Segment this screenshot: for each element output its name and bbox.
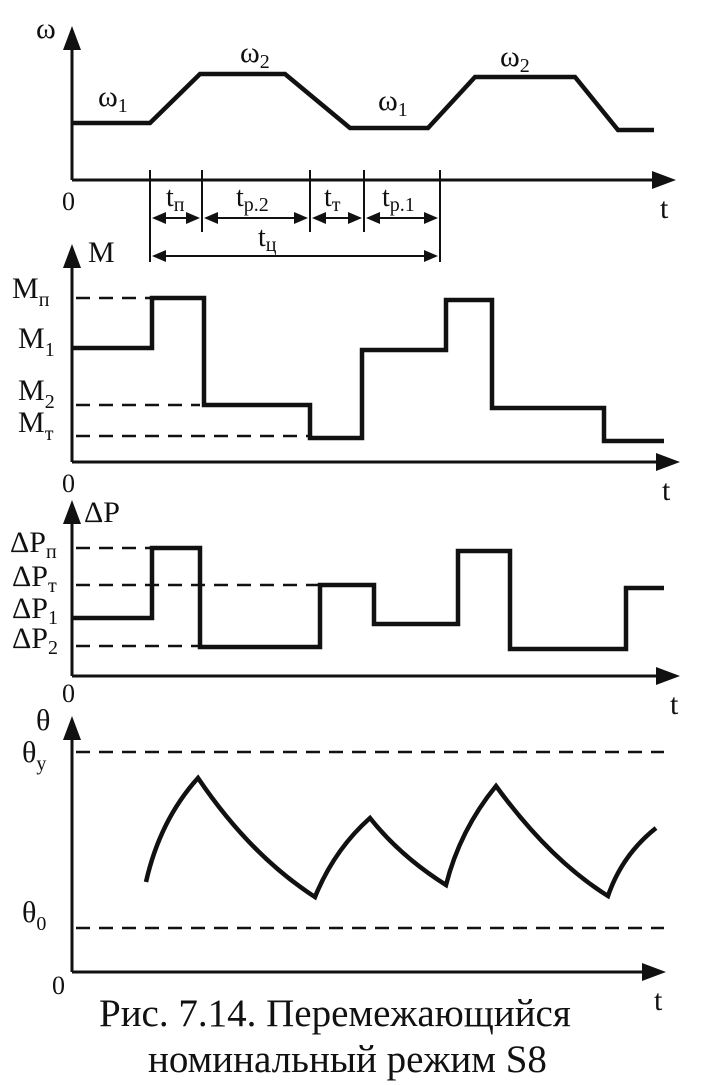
temp-time-label: t [654, 984, 663, 1017]
temp-panel: θ t 0 θу θ0 [22, 704, 666, 1017]
moment-panel: M t 0 Mп M1 M2 Mт [12, 236, 680, 507]
loss-curve [72, 545, 664, 652]
interval-arrow [204, 212, 308, 224]
moment-level-label: M1 [18, 322, 55, 361]
omega-axis-label: ω [36, 12, 56, 45]
loss-y-arrow-icon [63, 500, 81, 524]
temp-x-arrow-icon [642, 963, 666, 981]
loss-origin-label: 0 [62, 679, 75, 708]
temp-curve [143, 774, 658, 901]
moment-curve [72, 295, 664, 444]
omega-x-arrow-icon [652, 171, 676, 189]
omega-y-arrow-icon [63, 26, 81, 50]
moment-level-label: M2 [18, 374, 55, 413]
omega-level-label: ω1 [378, 84, 408, 121]
interval-label-work1: tр.1 [382, 182, 415, 216]
loss-x-arrow-icon [656, 667, 680, 685]
omega-level-label: ω2 [500, 40, 530, 77]
moment-origin-label: 0 [62, 469, 75, 498]
loss-level-label: ΔPт [12, 560, 57, 597]
omega-origin-label: 0 [62, 187, 75, 216]
omega-curve [72, 71, 654, 133]
omega-time-label: t [660, 192, 669, 225]
loss-panel: ΔP t 0 ΔPп ΔPт ΔP1 ΔP2 [10, 496, 680, 721]
loss-level-label: ΔPп [10, 526, 57, 563]
moment-time-label: t [662, 474, 671, 507]
moment-level-label: Mт [18, 406, 54, 445]
moment-y-arrow-icon [63, 244, 81, 268]
interval-label-brake: tт [324, 182, 341, 216]
omega-panel: ω t 0 ω1 ω2 ω1 ω2 [36, 12, 676, 262]
caption-line-1: Рис. 7.14. Перемежающийся [99, 992, 571, 1035]
moment-level-label: Mп [12, 272, 50, 311]
caption-line-2: номинальный режим S8 [148, 1038, 547, 1081]
moment-x-arrow-icon [656, 453, 680, 471]
temp-y-arrow-icon [63, 716, 81, 740]
omega-level-label: ω2 [240, 36, 270, 73]
interval-label-start: tп [166, 182, 185, 216]
temp-level-label: θу [22, 736, 46, 775]
cycle-label: tц [258, 222, 277, 256]
interval-arrow [312, 212, 362, 224]
cycle-arrow [152, 250, 438, 262]
interval-label-work2: tр.2 [236, 182, 269, 216]
omega-level-label: ω1 [98, 80, 128, 117]
interval-arrow [366, 212, 438, 224]
loss-level-label: ΔP2 [12, 622, 58, 659]
loss-time-label: t [670, 688, 679, 721]
moment-axis-label: M [88, 236, 115, 269]
temp-axis-label: θ [36, 704, 50, 737]
loss-level-label: ΔP1 [12, 592, 58, 629]
interval-arrow [152, 212, 200, 224]
temp-origin-label: 0 [52, 971, 65, 1000]
loss-axis-label: ΔP [84, 496, 120, 529]
temp-level-label: θ0 [22, 896, 46, 935]
